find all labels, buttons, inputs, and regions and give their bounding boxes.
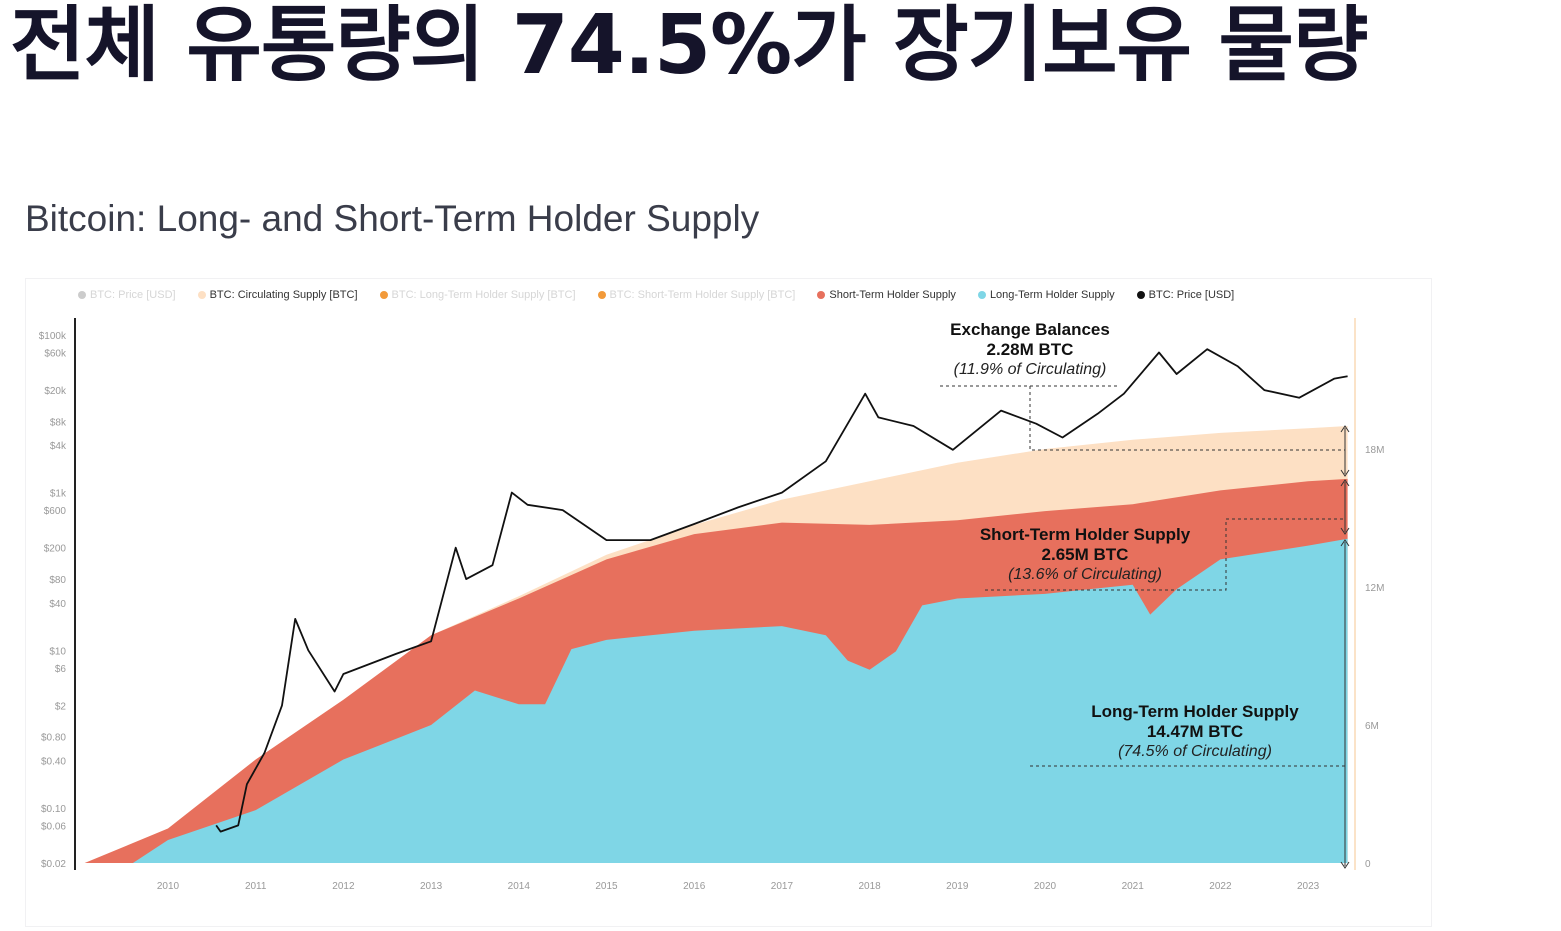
legend-label: Short-Term Holder Supply [829, 289, 956, 301]
annotation-title: Exchange Balances [950, 320, 1110, 339]
legend-dot [197, 291, 206, 299]
y-left-tick-label: $10 [49, 646, 66, 657]
legend-label: BTC: Price [USD] [90, 289, 176, 301]
legend-dot [977, 291, 986, 299]
lth-supply-area [84, 538, 1348, 863]
x-tick-label: 2010 [157, 881, 180, 892]
y-left-tick-label: $20k [44, 386, 67, 397]
x-tick-label: 2016 [683, 881, 706, 892]
y-left-tick-label: $6 [55, 664, 67, 675]
sth-annotation: Short-Term Holder Supply 2.65M BTC (13.6… [980, 525, 1190, 585]
annotation-share: (74.5% of Circulating) [1118, 743, 1272, 760]
x-tick-label: 2022 [1209, 881, 1232, 892]
legend-label: BTC: Price [USD] [1148, 289, 1235, 301]
y-left-tick-label: $100k [39, 331, 67, 342]
exchange-arrow [1340, 425, 1350, 477]
annotation-title: Long-Term Holder Supply [1091, 702, 1299, 721]
legend-item[interactable]: BTC: Circulating Supply [BTC] [197, 289, 358, 301]
legend-item[interactable]: BTC: Price [USD] [78, 289, 176, 301]
headline: 전체 유통량의 74.5%가 장기보유 물량 [10, 0, 1368, 93]
legend-label: BTC: Long-Term Holder Supply [BTC] [391, 289, 576, 301]
y-left-tick-label: $80 [49, 575, 66, 586]
exchange-annotation: Exchange Balances 2.28M BTC (11.9% of Ci… [950, 320, 1110, 380]
x-tick-label: 2019 [946, 881, 969, 892]
sth-arrow [1340, 479, 1350, 535]
annotation-value: 2.28M BTC [986, 340, 1074, 359]
y-left-tick-label: $0.40 [41, 756, 66, 767]
annotation-value: 14.47M BTC [1146, 722, 1244, 741]
exchange-guide [940, 385, 1345, 451]
annotation-title: Short-Term Holder Supply [979, 525, 1191, 544]
sth-guide [985, 518, 1345, 591]
legend-dot [1136, 291, 1145, 299]
y-left-tick-label: $600 [44, 506, 67, 517]
x-tick-label: 2013 [420, 881, 443, 892]
y-left-tick-label: $0.80 [41, 733, 66, 744]
y-right-tick-label: 18M [1365, 445, 1384, 456]
y-left-tick-label: $1k [50, 489, 67, 500]
chart-panel [25, 278, 1432, 927]
y-left-tick-label: $8k [50, 417, 67, 428]
y-right-tick-label: 0 [1365, 859, 1371, 870]
annotation-share: (11.9% of Circulating) [953, 361, 1107, 378]
y-right-tick-label: 6M [1365, 721, 1379, 732]
y-left-tick-label: $200 [44, 544, 67, 555]
legend-dot [817, 291, 826, 299]
legend-dot [597, 291, 606, 299]
annotation-share: (13.6% of Circulating) [1008, 566, 1162, 583]
legend-item[interactable]: Short-Term Holder Supply [817, 289, 956, 301]
legend-item[interactable]: Long-Term Holder Supply [977, 289, 1115, 301]
annotation-value: 2.65M BTC [1041, 545, 1129, 564]
x-tick-label: 2018 [858, 881, 881, 892]
legend-item[interactable]: BTC: Long-Term Holder Supply [BTC] [379, 289, 576, 301]
x-tick-label: 2017 [771, 881, 794, 892]
x-tick-label: 2014 [508, 881, 531, 892]
x-tick-label: 2011 [245, 881, 267, 892]
legend-label: Long-Term Holder Supply [989, 289, 1115, 301]
y-left-tick-label: $0.10 [41, 804, 66, 815]
price-line [215, 348, 1348, 833]
x-tick-label: 2015 [595, 881, 618, 892]
legend-dot [78, 291, 86, 299]
y-left-tick-label: $2 [55, 701, 67, 712]
y-left-tick-label: $40 [49, 599, 66, 610]
y-left-tick-label: $4k [50, 441, 67, 452]
legend-label: BTC: Short-Term Holder Supply [BTC] [609, 289, 796, 301]
legend-dot [379, 291, 388, 299]
lth-arrow [1340, 539, 1350, 869]
lth-annotation: Long-Term Holder Supply 14.47M BTC (74.5… [1091, 702, 1298, 762]
legend-label: BTC: Circulating Supply [BTC] [209, 289, 358, 301]
chart-title: Bitcoin: Long- and Short-Term Holder Sup… [25, 198, 760, 239]
x-tick-label: 2020 [1034, 881, 1057, 892]
y-right-tick-label: 12M [1365, 583, 1384, 594]
y-left-tick-label: $0.02 [41, 859, 66, 870]
x-tick-label: 2012 [332, 881, 355, 892]
legend-item[interactable]: BTC: Price [USD] [1136, 289, 1235, 301]
x-tick-label: 2023 [1297, 881, 1320, 892]
chart-legend: BTC: Price [USD] BTC: Circulating Supply… [78, 289, 1234, 301]
y-left-tick-label: $60k [44, 348, 67, 359]
y-left-tick-label: $0.06 [41, 821, 66, 832]
legend-item[interactable]: BTC: Short-Term Holder Supply [BTC] [597, 289, 796, 301]
x-tick-label: 2021 [1122, 881, 1145, 892]
